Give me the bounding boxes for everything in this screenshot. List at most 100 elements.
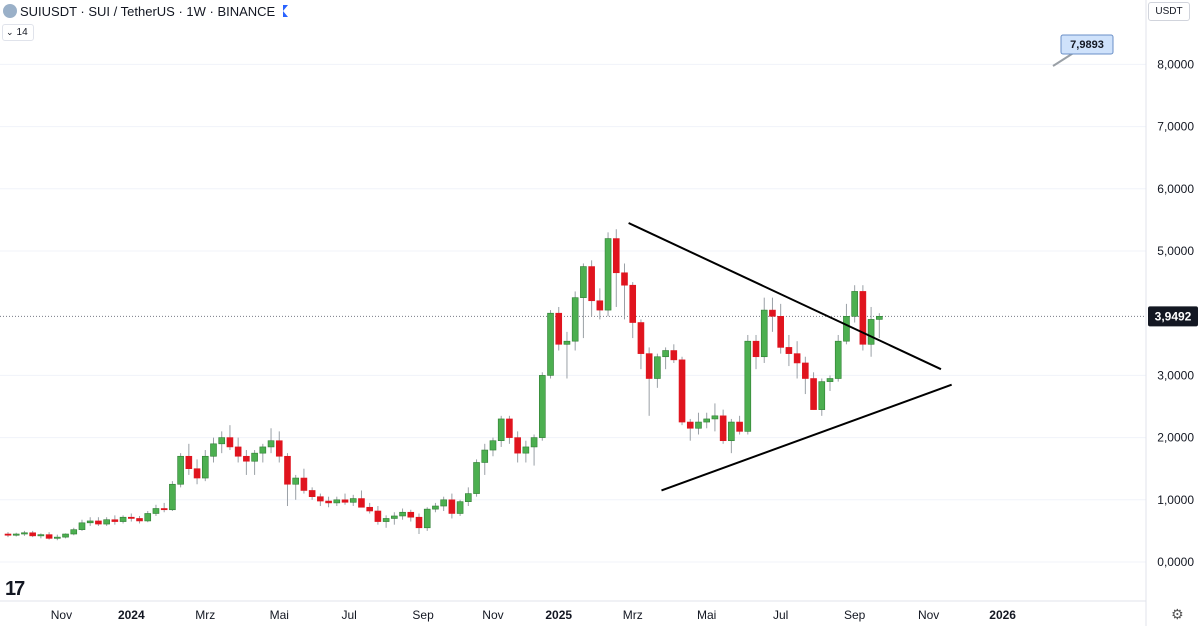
candle[interactable] <box>580 263 587 339</box>
candle[interactable] <box>662 347 669 370</box>
candle[interactable] <box>571 291 579 351</box>
candle[interactable] <box>588 260 595 317</box>
candle[interactable] <box>465 487 472 507</box>
candle[interactable] <box>785 334 793 367</box>
candle[interactable] <box>349 494 357 507</box>
candle[interactable] <box>86 517 94 526</box>
candle[interactable] <box>95 517 102 526</box>
candle[interactable] <box>54 534 61 541</box>
candle[interactable] <box>366 502 373 514</box>
candle[interactable] <box>752 334 760 370</box>
candle[interactable] <box>826 375 834 391</box>
candle[interactable] <box>136 515 143 524</box>
candle[interactable] <box>300 468 308 494</box>
candle[interactable] <box>267 428 275 454</box>
candle[interactable] <box>201 450 209 482</box>
candle[interactable] <box>440 496 447 511</box>
candle[interactable] <box>719 409 727 444</box>
trendlines[interactable] <box>628 222 952 492</box>
candle[interactable] <box>70 527 78 536</box>
candle[interactable] <box>4 532 12 538</box>
candle[interactable] <box>604 232 612 317</box>
candle[interactable] <box>152 504 160 516</box>
candle[interactable] <box>777 303 784 354</box>
candle[interactable] <box>473 459 480 497</box>
candle[interactable] <box>695 412 702 435</box>
candle[interactable] <box>637 319 645 370</box>
callout-box[interactable] <box>1060 34 1114 55</box>
candle[interactable] <box>555 306 563 351</box>
candle[interactable] <box>489 437 497 457</box>
candle[interactable] <box>423 507 431 531</box>
gear-icon[interactable]: ⚙ <box>1171 606 1184 622</box>
candle[interactable] <box>596 288 604 320</box>
candle[interactable] <box>818 378 826 416</box>
trendline-lower[interactable] <box>661 383 952 492</box>
candle[interactable] <box>547 310 554 379</box>
candle[interactable] <box>867 306 875 357</box>
candle[interactable] <box>119 515 127 524</box>
indicator-toggle[interactable]: ⌄ 14 <box>2 24 34 41</box>
candle[interactable] <box>37 533 45 539</box>
candle[interactable] <box>317 493 324 507</box>
candle[interactable] <box>728 418 735 454</box>
candle[interactable] <box>736 415 743 435</box>
candle[interactable] <box>243 450 250 475</box>
candle[interactable] <box>645 347 653 416</box>
time-axis[interactable]: Nov 2024 Mrz Mai Jul Sep Nov 2025 Mrz Mai Jul Sep No… <box>51 608 1017 622</box>
candle[interactable] <box>522 440 530 463</box>
flag-icon[interactable] <box>283 5 289 17</box>
candle[interactable] <box>629 282 637 339</box>
candle[interactable] <box>399 508 406 520</box>
candle[interactable] <box>62 533 69 539</box>
candle[interactable] <box>621 263 628 320</box>
candle[interactable] <box>259 443 267 463</box>
candle[interactable] <box>78 519 86 531</box>
candle[interactable] <box>851 285 858 323</box>
candle[interactable] <box>769 297 776 332</box>
candle[interactable] <box>226 425 234 451</box>
candle[interactable] <box>670 344 678 363</box>
candle[interactable] <box>358 490 365 508</box>
candle[interactable] <box>497 415 505 447</box>
candle[interactable] <box>506 415 513 444</box>
candle[interactable] <box>218 431 226 454</box>
candle[interactable] <box>128 513 135 522</box>
candle[interactable] <box>802 356 809 395</box>
candle[interactable] <box>275 431 283 463</box>
candle[interactable] <box>703 412 711 429</box>
candles[interactable] <box>4 229 883 541</box>
candle[interactable] <box>432 502 439 513</box>
candle[interactable] <box>325 496 332 508</box>
candle[interactable] <box>407 509 415 522</box>
candle[interactable] <box>374 506 382 525</box>
candle[interactable] <box>185 443 193 475</box>
symbol-header[interactable]: SUIUSDT · SUI / TetherUS · 1W · BINANCE <box>0 0 289 22</box>
candle[interactable] <box>169 481 176 511</box>
candle[interactable] <box>12 532 20 537</box>
candle[interactable] <box>144 510 152 523</box>
candle[interactable] <box>538 372 546 441</box>
candle[interactable] <box>876 313 883 339</box>
currency-unit-button[interactable]: USDT <box>1148 2 1190 21</box>
candle[interactable] <box>234 437 242 463</box>
candle[interactable] <box>530 434 538 466</box>
candle[interactable] <box>292 474 300 500</box>
candle[interactable] <box>210 437 217 463</box>
candle[interactable] <box>382 515 390 528</box>
candle[interactable] <box>177 453 184 488</box>
candle[interactable] <box>415 513 423 535</box>
candle[interactable] <box>793 341 801 379</box>
symbol-title[interactable]: SUIUSDT · SUI / TetherUS · 1W · BINANCE <box>20 3 276 19</box>
candle[interactable] <box>45 532 53 540</box>
candle[interactable] <box>341 493 349 505</box>
candle[interactable] <box>481 443 489 475</box>
candle[interactable] <box>103 517 110 526</box>
candle[interactable] <box>193 459 201 485</box>
candle[interactable] <box>514 431 521 463</box>
candle[interactable] <box>810 372 817 410</box>
candle[interactable] <box>160 502 168 513</box>
candle[interactable] <box>251 450 258 475</box>
candle[interactable] <box>448 493 456 519</box>
